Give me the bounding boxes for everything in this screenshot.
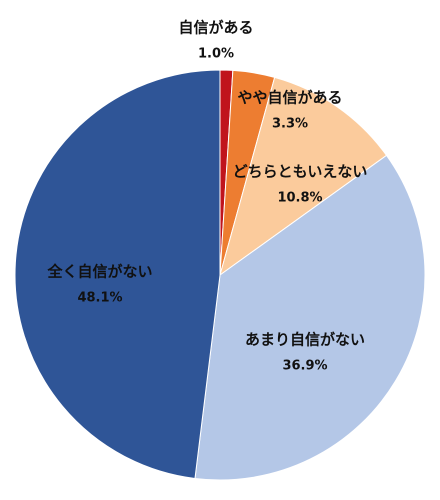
slice-value-label: 10.8%: [277, 191, 322, 206]
pie-slice: [219, 76, 388, 277]
pie-slice: [14, 69, 221, 480]
pie-slice: [194, 154, 426, 481]
slice-value-label: 36.9%: [282, 359, 327, 374]
slice-value-label: 3.3%: [272, 117, 308, 132]
slice-value-label: 48.1%: [77, 291, 122, 306]
slice-value-label: 1.0%: [198, 47, 234, 62]
slice-label: 自信がある: [178, 19, 253, 37]
slice-label: あまり自信がない: [245, 331, 365, 349]
slice-label: どちらともいえない: [233, 163, 368, 181]
slice-label: やや自信がある: [237, 89, 342, 107]
slice-label: 全く自信がない: [46, 263, 152, 281]
